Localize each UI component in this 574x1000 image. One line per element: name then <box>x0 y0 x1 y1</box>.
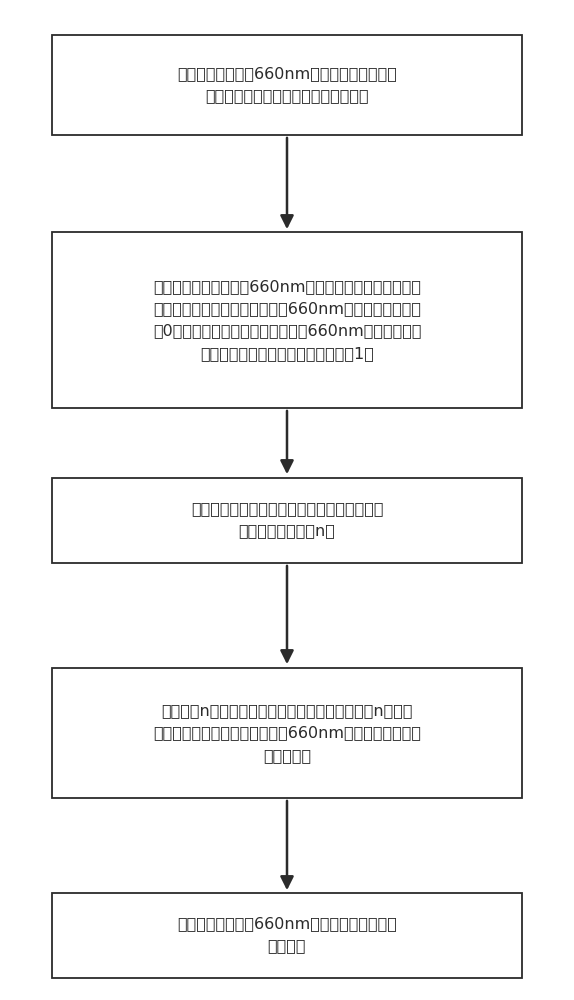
FancyBboxPatch shape <box>52 668 522 798</box>
FancyBboxPatch shape <box>52 478 522 562</box>
FancyBboxPatch shape <box>52 892 522 978</box>
Text: 计算所获取干净的660nm脉搏波数字信号最大
值和最小值的均值，将该均值作为阈值: 计算所获取干净的660nm脉搏波数字信号最大 值和最小值的均值，将该均值作为阈值 <box>177 66 397 104</box>
FancyBboxPatch shape <box>52 232 522 408</box>
FancyBboxPatch shape <box>52 35 522 135</box>
Text: 逐步扫描信号，定位信号中的非零片段（假设
非零片段的个数为n）: 逐步扫描信号，定位信号中的非零片段（假设 非零片段的个数为n） <box>191 501 383 539</box>
Text: 分别求这n个非零片段的最大值与最小值，得到的n个最大
值以及最小值即为所获取干净的660nm脉搏波数字信号的
波峰和波谷: 分别求这n个非零片段的最大值与最小值，得到的n个最大 值以及最小值即为所获取干净… <box>153 703 421 763</box>
Text: 得到所获取干净的660nm脉搏波数字信号的波
峰和波谷: 得到所获取干净的660nm脉搏波数字信号的波 峰和波谷 <box>177 916 397 954</box>
Text: 逐点比较所获取干净的660nm脉搏波数字信号和阈值的大
小，将小于阈值的所获取的干净660nm脉搏波数字信号置
为0，保留大于阈值的所获取干净的660nm脉搏波: 逐点比较所获取干净的660nm脉搏波数字信号和阈值的大 小，将小于阈值的所获取的… <box>153 279 421 361</box>
